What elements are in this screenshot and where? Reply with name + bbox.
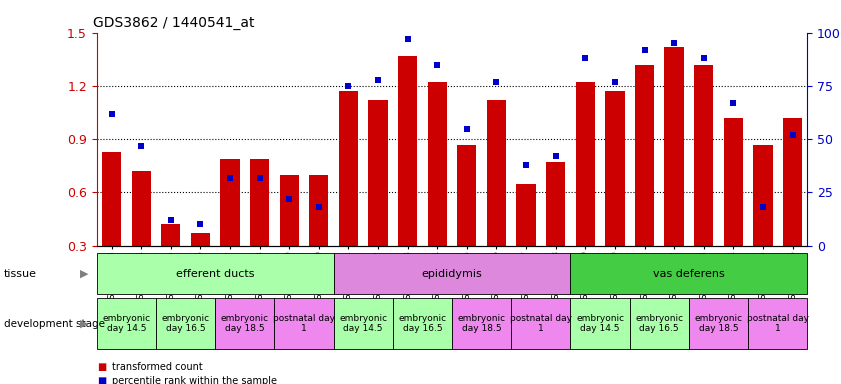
Bar <box>393 298 452 349</box>
Text: efferent ducts: efferent ducts <box>176 268 255 279</box>
Bar <box>215 298 274 349</box>
Text: embryonic
day 14.5: embryonic day 14.5 <box>576 314 624 333</box>
Bar <box>546 162 565 246</box>
Bar <box>575 83 595 246</box>
Bar <box>606 91 625 246</box>
Text: embryonic
day 14.5: embryonic day 14.5 <box>103 314 151 333</box>
Bar <box>274 298 334 349</box>
Bar <box>334 253 570 294</box>
Bar <box>250 159 269 246</box>
Text: GDS3862 / 1440541_at: GDS3862 / 1440541_at <box>93 16 255 30</box>
Bar <box>131 171 151 246</box>
Bar <box>161 224 180 246</box>
Point <box>460 126 473 132</box>
Text: vas deferens: vas deferens <box>653 268 725 279</box>
Point <box>697 55 711 61</box>
Bar <box>570 298 630 349</box>
Text: epididymis: epididymis <box>421 268 483 279</box>
Point <box>489 79 503 85</box>
Text: development stage: development stage <box>4 318 105 329</box>
Text: ▶: ▶ <box>80 318 88 329</box>
Bar <box>783 118 802 246</box>
Text: transformed count: transformed count <box>112 362 203 372</box>
Point <box>520 162 533 168</box>
Bar <box>487 100 506 246</box>
Point <box>193 221 207 227</box>
Bar <box>191 233 210 246</box>
Text: postnatal day
1: postnatal day 1 <box>747 314 809 333</box>
Point <box>312 204 325 210</box>
Point <box>668 40 681 46</box>
Bar <box>511 298 570 349</box>
Text: ■: ■ <box>97 376 106 384</box>
Bar <box>334 298 393 349</box>
Text: postnatal day
1: postnatal day 1 <box>273 314 335 333</box>
Bar <box>156 298 215 349</box>
Text: postnatal day
1: postnatal day 1 <box>510 314 572 333</box>
Bar <box>724 118 743 246</box>
Bar <box>97 298 156 349</box>
Point <box>637 46 651 53</box>
Point <box>283 196 296 202</box>
Bar <box>754 144 773 246</box>
Text: percentile rank within the sample: percentile rank within the sample <box>112 376 277 384</box>
Point <box>608 79 621 85</box>
Bar <box>368 100 388 246</box>
Point <box>401 36 415 42</box>
Point <box>164 217 177 223</box>
Point <box>223 174 236 180</box>
Bar <box>398 56 417 246</box>
Bar <box>694 65 713 246</box>
Bar <box>452 298 511 349</box>
Bar <box>458 144 477 246</box>
Text: embryonic
day 18.5: embryonic day 18.5 <box>458 314 505 333</box>
Text: ▶: ▶ <box>80 268 88 279</box>
Point <box>785 132 799 138</box>
Text: tissue: tissue <box>4 268 37 279</box>
Bar <box>748 298 807 349</box>
Point <box>579 55 592 61</box>
Point <box>253 174 267 180</box>
Bar <box>102 152 121 246</box>
Text: embryonic
day 16.5: embryonic day 16.5 <box>399 314 447 333</box>
Bar <box>97 253 334 294</box>
Text: embryonic
day 18.5: embryonic day 18.5 <box>220 314 269 333</box>
Bar <box>279 175 299 246</box>
Bar <box>427 83 447 246</box>
Bar <box>309 175 329 246</box>
Text: embryonic
day 18.5: embryonic day 18.5 <box>695 314 743 333</box>
Point <box>756 204 770 210</box>
Point <box>105 111 119 117</box>
Bar <box>570 253 807 294</box>
Point <box>727 100 740 106</box>
Bar <box>630 298 689 349</box>
Bar <box>689 298 748 349</box>
Bar <box>516 184 536 246</box>
Point <box>431 61 444 68</box>
Point <box>549 153 563 159</box>
Point <box>341 83 355 89</box>
Bar <box>339 91 358 246</box>
Text: embryonic
day 16.5: embryonic day 16.5 <box>635 314 684 333</box>
Text: embryonic
day 14.5: embryonic day 14.5 <box>339 314 387 333</box>
Bar <box>635 65 654 246</box>
Point <box>371 76 384 83</box>
Bar <box>664 47 684 246</box>
Text: embryonic
day 16.5: embryonic day 16.5 <box>161 314 209 333</box>
Point <box>135 142 148 149</box>
Bar <box>220 159 240 246</box>
Text: ■: ■ <box>97 362 106 372</box>
